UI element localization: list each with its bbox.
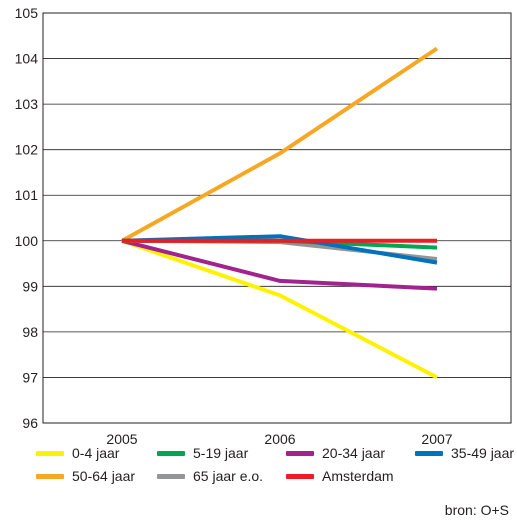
y-axis-ticks: 96 97 98 99 100 101 102 103 104 105 xyxy=(15,5,39,431)
x-tick-label: 2006 xyxy=(264,431,295,447)
y-tick-label: 105 xyxy=(15,5,39,21)
y-tick-label: 99 xyxy=(22,278,38,294)
y-tick-label: 98 xyxy=(22,324,38,340)
y-tick-label: 97 xyxy=(22,369,38,385)
y-tick-label: 100 xyxy=(15,233,39,249)
series-line-20-34-jaar xyxy=(121,238,438,291)
y-tick-label: 101 xyxy=(15,187,39,203)
source-note: bron: O+S xyxy=(444,502,509,518)
x-axis-ticks: 2005 2006 2007 xyxy=(106,431,452,447)
series-lines xyxy=(121,46,439,380)
y-tick-label: 102 xyxy=(15,142,39,158)
series-line-0-4-jaar xyxy=(121,238,438,380)
y-tick-label: 103 xyxy=(15,96,39,112)
series-line-50-64-jaar xyxy=(121,46,439,243)
y-tick-label: 96 xyxy=(22,415,38,431)
gridlines xyxy=(43,58,511,378)
plot-frame xyxy=(42,12,512,424)
x-tick-label: 2005 xyxy=(106,431,137,447)
x-tick-label: 2007 xyxy=(421,431,452,447)
y-tick-label: 104 xyxy=(15,51,39,67)
